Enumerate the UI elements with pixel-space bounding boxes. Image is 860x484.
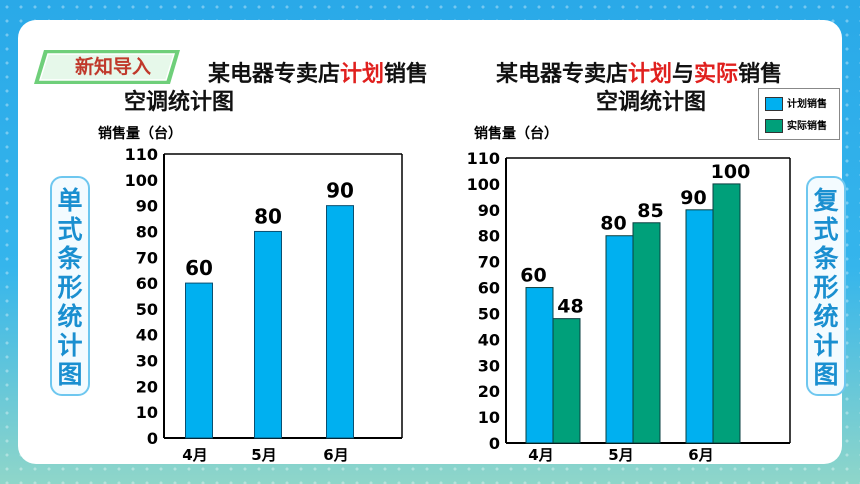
right-bar-plan-1 [525, 287, 554, 444]
left-y-tick-label: 70 [136, 248, 158, 267]
left-chart-title-line2: 空调统计图 [124, 90, 235, 115]
right-data-label: 60 [520, 265, 546, 287]
right-y-tick-label: 70 [478, 253, 500, 272]
right-y-tick-label: 80 [478, 227, 500, 246]
right-y-tick-label: 60 [478, 279, 500, 298]
right-data-label: 90 [680, 187, 706, 209]
left-chart-title: 某电器专卖店计划销售 [208, 62, 429, 87]
section-tag-label: 新知导入 [74, 56, 151, 78]
right-y-tick-label: 30 [478, 356, 500, 375]
left-y-tick-label: 110 [125, 145, 158, 164]
left-y-tick-label: 30 [136, 352, 158, 371]
right-x-tick-label: 5月 [608, 446, 633, 464]
right-bar-plan-3 [685, 209, 714, 444]
legend-swatch-actual [765, 119, 783, 133]
right-x-tick-label: 4月 [528, 446, 553, 464]
left-y-tick-label: 50 [136, 300, 158, 319]
right-data-label: 48 [557, 296, 583, 318]
left-y-tick-label: 40 [136, 326, 158, 345]
right-y-tick-label: 100 [467, 175, 500, 194]
right-data-label: 100 [711, 161, 751, 183]
legend-label-actual: 实际销售 [787, 121, 827, 132]
right-y-tick-label: 50 [478, 304, 500, 323]
left-y-tick-label: 90 [136, 197, 158, 216]
right-y-tick-label: 40 [478, 330, 500, 349]
left-y-tick-label: 10 [136, 403, 158, 422]
left-data-label: 60 [185, 256, 213, 280]
right-chart-title-line2: 空调统计图 [596, 90, 707, 115]
right-bar-plan-2 [605, 235, 634, 444]
right-data-label: 85 [637, 200, 663, 222]
left-x-tick-label: 4月 [182, 446, 207, 464]
left-bar-1 [185, 282, 213, 439]
right-x-tick-label: 6月 [688, 446, 713, 464]
left-side-label: 单式条形统计图 [50, 176, 90, 396]
left-y-tick-label: 100 [125, 171, 158, 190]
chart-legend: 计划销售 实际销售 [758, 88, 840, 140]
legend-swatch-plan [765, 97, 783, 111]
right-y-axis-label: 销售量（台） [474, 125, 558, 142]
right-bar-actual-1 [552, 318, 581, 444]
left-y-axis-label: 销售量（台） [98, 125, 182, 142]
right-y-tick-label: 0 [489, 434, 500, 453]
right-bar-actual-3 [712, 183, 741, 444]
right-y-tick-label: 10 [478, 408, 500, 427]
left-bar-2 [254, 230, 282, 439]
legend-item-actual: 实际销售 [765, 119, 827, 135]
legend-item-plan: 计划销售 [765, 97, 827, 113]
left-y-tick-label: 20 [136, 377, 158, 396]
legend-label-plan: 计划销售 [787, 99, 827, 110]
left-x-tick-label: 5月 [251, 446, 276, 464]
left-data-label: 80 [254, 204, 282, 228]
left-y-tick-label: 0 [147, 429, 158, 448]
left-bar-3 [326, 205, 354, 439]
right-side-label: 复式条形统计图 [806, 176, 846, 396]
right-y-tick-label: 110 [467, 149, 500, 168]
left-x-tick-label: 6月 [323, 446, 348, 464]
section-tag-shape [34, 50, 180, 84]
left-y-tick-label: 60 [136, 274, 158, 293]
right-y-tick-label: 90 [478, 201, 500, 220]
left-y-tick-label: 80 [136, 222, 158, 241]
left-data-label: 90 [326, 179, 354, 203]
right-data-label: 80 [600, 213, 626, 235]
right-y-tick-label: 20 [478, 382, 500, 401]
right-bar-actual-2 [632, 222, 661, 444]
right-chart-title: 某电器专卖店计划与实际销售 [496, 62, 783, 87]
